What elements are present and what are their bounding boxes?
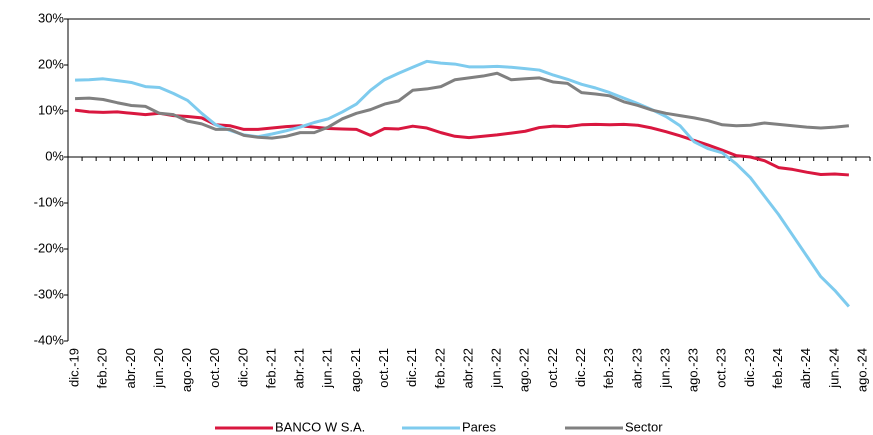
x-tick-label: jun.-20 [151, 348, 166, 389]
y-tick-label: 30% [38, 10, 64, 25]
x-tick-label: abr.-22 [460, 348, 475, 388]
x-tick-label: oct.-21 [376, 348, 391, 388]
y-tick-label: -30% [34, 286, 65, 301]
y-tick-label: -40% [34, 332, 65, 347]
x-tick-label: abr.-21 [292, 348, 307, 388]
x-tick-label: feb.-23 [601, 348, 616, 388]
x-tick-label: abr.-24 [798, 348, 813, 388]
legend-label: Pares [462, 419, 496, 434]
x-tick-label: ago.-21 [348, 348, 363, 392]
series-line [74, 71, 850, 140]
x-tick-label: dic.-19 [66, 348, 81, 387]
x-tick-label: jun.-22 [489, 348, 504, 389]
x-tick-label: ago.-24 [854, 348, 869, 392]
x-tick-label: ago.-23 [686, 348, 701, 392]
x-tick-label: feb.-22 [432, 348, 447, 388]
x-tick-label: feb.-20 [95, 348, 110, 388]
x-tick-label: jun.-24 [826, 348, 841, 389]
x-tick-label: oct.-22 [545, 348, 560, 388]
x-tick-label: feb.-24 [770, 348, 785, 388]
x-tick-label: feb.-21 [263, 348, 278, 388]
x-tick-label: ago.-22 [517, 348, 532, 392]
x-tick-label: ago.-20 [179, 348, 194, 392]
y-tick-label: 0% [45, 148, 64, 163]
x-tick-label: dic.-20 [235, 348, 250, 387]
x-tick-label: dic.-22 [573, 348, 588, 387]
y-tick-label: -10% [34, 194, 65, 209]
y-tick-label: 10% [38, 102, 64, 117]
series-line [74, 59, 851, 308]
series-line [74, 108, 849, 177]
x-tick-label: oct.-23 [714, 348, 729, 388]
x-tick-label: jun.-23 [657, 348, 672, 389]
x-tick-label: dic.-23 [742, 348, 757, 387]
x-tick-label: abr.-23 [629, 348, 644, 388]
x-tick-label: jun.-21 [320, 348, 335, 389]
y-tick-label: 20% [38, 56, 64, 71]
x-tick-label: abr.-20 [123, 348, 138, 388]
legend-label: Sector [625, 419, 663, 434]
legend-label: BANCO W S.A. [275, 419, 365, 434]
y-tick-label: -20% [34, 240, 65, 255]
x-tick-label: oct.-20 [207, 348, 222, 388]
x-tick-label: dic.-21 [404, 348, 419, 387]
